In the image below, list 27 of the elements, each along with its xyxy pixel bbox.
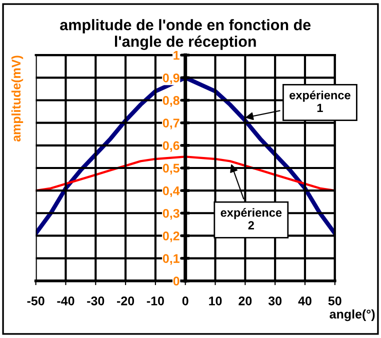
- x-tick-label: -10: [146, 296, 164, 306]
- annotation: expérience 2: [220, 208, 282, 230]
- x-tick-label: 0: [182, 296, 188, 306]
- y-axis-title: amplitude(mV): [11, 56, 24, 142]
- x-tick-label: -50: [27, 296, 44, 306]
- y-tick-label: 0,8: [162, 96, 180, 107]
- x-tick-label: 50: [328, 296, 342, 306]
- y-tick-label: 0: [173, 276, 180, 286]
- x-axis-title: angle(°): [330, 309, 375, 322]
- y-tick-label: 0,7: [162, 118, 180, 130]
- y-tick-label: 0,9: [162, 73, 180, 84]
- y-tick-label: 0,5: [162, 164, 180, 174]
- x-tick-label: -20: [116, 296, 134, 306]
- y-tick-label: 1: [174, 51, 180, 60]
- annotation: expérience 1: [290, 90, 350, 112]
- x-tick-label: 10: [209, 296, 222, 306]
- x-tick-label: -30: [87, 296, 104, 306]
- x-tick-label: 40: [298, 296, 312, 306]
- x-tick-label: 20: [238, 296, 252, 306]
- x-tick-label: 30: [268, 296, 282, 306]
- y-tick-label: 0,3: [162, 208, 180, 220]
- y-tick-label: 0,2: [162, 232, 180, 242]
- x-tick-label: -40: [57, 296, 74, 306]
- y-tick-label: 0,6: [162, 141, 180, 152]
- chart-title: amplitude de l'onde en fonction de l'angle de réception: [60, 19, 311, 50]
- y-tick-label: 0,1: [162, 254, 180, 265]
- y-tick-label: 0,4: [162, 186, 180, 198]
